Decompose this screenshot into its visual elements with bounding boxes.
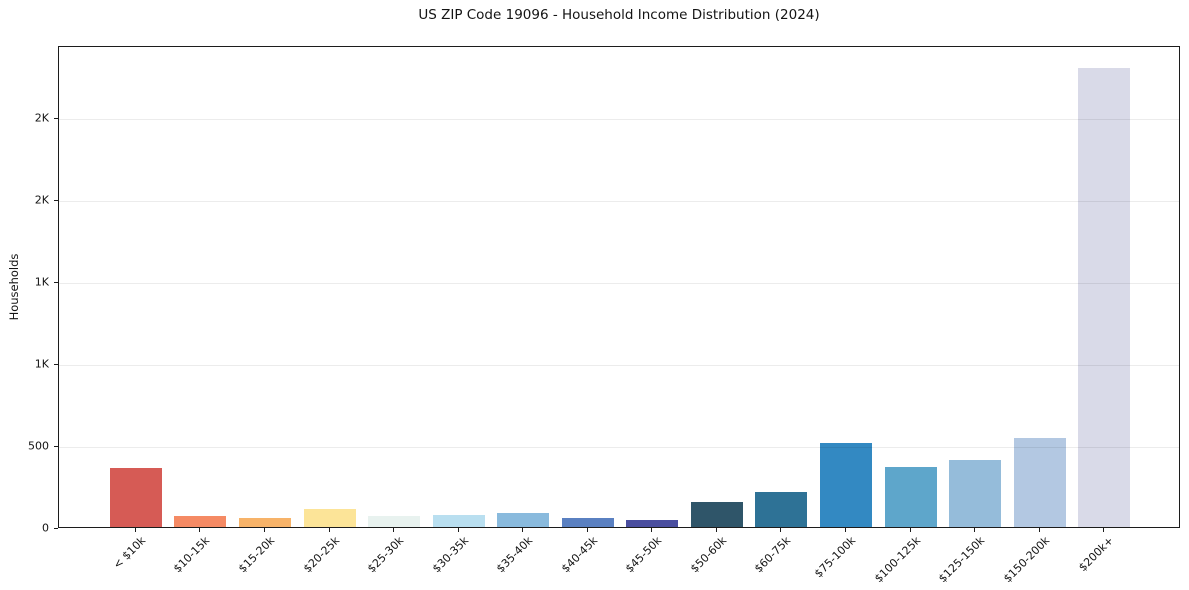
x-tick-label: $15-20k (235, 534, 278, 576)
bar-$50-60k (690, 502, 743, 527)
plot-area (58, 46, 1180, 528)
x-tick-label: $125-150k (936, 534, 988, 586)
grid-line (59, 201, 1179, 203)
bar-< $10k (109, 467, 162, 527)
x-tick-mark (199, 528, 201, 532)
x-tick-label: $75-100k (811, 534, 859, 581)
x-tick-mark (457, 528, 459, 532)
x-tick-label: $50-60k (687, 534, 730, 576)
chart-title: US ZIP Code 19096 - Household Income Dis… (418, 7, 820, 23)
x-tick-mark (263, 528, 265, 532)
x-tick-label: $100-125k (871, 534, 923, 586)
grid-line (59, 119, 1179, 121)
grid-line (59, 447, 1179, 449)
x-tick-mark (586, 528, 588, 532)
x-tick-mark (909, 528, 911, 532)
x-tick-mark (1103, 528, 1105, 532)
x-tick-mark (522, 528, 524, 532)
bar-$35-40k (497, 513, 550, 527)
x-tick-label: $60-75k (752, 534, 794, 576)
x-tick-mark (715, 528, 717, 532)
x-tick-label: $40-45k (558, 534, 600, 576)
bar-$150-200k (1013, 438, 1066, 527)
x-tick-mark (844, 528, 846, 532)
bar-$45-50k (626, 519, 679, 527)
x-tick-label: $30-35k (429, 534, 471, 576)
y-tick-label: 1K (34, 275, 49, 289)
bar-$200k+ (1078, 67, 1131, 527)
y-tick-mark (54, 200, 58, 202)
bar-$30-35k (432, 514, 485, 527)
y-tick-mark (54, 282, 58, 284)
bar-$15-20k (238, 517, 291, 527)
x-tick-mark (393, 528, 395, 532)
x-tick-label: < $10k (110, 534, 149, 572)
x-tick-label: $150-200k (1000, 534, 1052, 586)
bar-$100-125k (884, 467, 937, 527)
y-tick-mark (54, 364, 58, 366)
x-tick-label: $10-15k (171, 534, 213, 576)
y-tick-label: 1K (34, 357, 49, 371)
x-tick-mark (651, 528, 653, 532)
y-tick-label: 2K (34, 193, 49, 207)
x-tick-mark (974, 528, 976, 532)
x-tick-mark (328, 528, 330, 532)
x-tick-mark (134, 528, 136, 532)
x-tick-label: $35-40k (494, 534, 536, 576)
x-tick-label: $200k+ (1076, 534, 1117, 575)
bar-$20-25k (303, 508, 356, 527)
grid-line (59, 365, 1179, 367)
bar-$25-30k (368, 516, 421, 527)
bar-$60-75k (755, 491, 808, 527)
x-tick-label: $25-30k (364, 534, 407, 576)
bar-$40-45k (561, 517, 614, 527)
bar-$75-100k (819, 443, 872, 527)
y-tick-mark (54, 528, 58, 529)
y-tick-label: 500 (28, 439, 49, 453)
grid-line (59, 283, 1179, 285)
x-tick-label: $20-25k (300, 534, 342, 576)
y-tick-label: 0 (42, 521, 49, 535)
y-tick-mark (54, 446, 58, 448)
bar-$10-15k (174, 515, 227, 527)
x-tick-mark (1038, 528, 1040, 532)
y-tick-label: 2K (34, 111, 49, 125)
x-tick-mark (780, 528, 782, 532)
x-tick-label: $45-50k (623, 534, 665, 576)
y-tick-mark (54, 118, 58, 120)
bar-$125-150k (949, 459, 1002, 527)
